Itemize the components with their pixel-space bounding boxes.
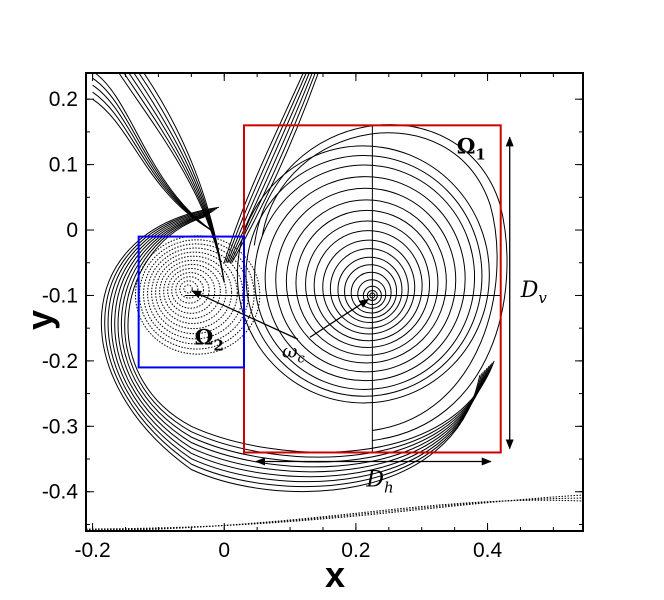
- x-tick-label: 0.2: [341, 539, 370, 562]
- outer-sheet-streamline: [107, 209, 484, 483]
- plot-frame: [85, 72, 584, 532]
- y-axis-title: y: [19, 310, 60, 330]
- y-tick-label: -0.4: [42, 481, 79, 504]
- filament-streamline: [229, 73, 316, 263]
- secondary-ring: [167, 268, 216, 314]
- primary-vortex-crosshair: [184, 125, 501, 453]
- y-axis-ticks: [86, 98, 583, 525]
- primary-outer-streamline: [261, 132, 498, 431]
- filament-streamline: [228, 73, 313, 263]
- secondary-ring: [147, 247, 244, 340]
- filament-streamline: [226, 73, 310, 263]
- vortex-center-inner-marker: [369, 292, 376, 299]
- bottom-wave-streamline: [86, 497, 583, 531]
- primary-ring: [264, 176, 466, 382]
- y-tick-label: -0.3: [42, 415, 78, 438]
- secondary-ring: [183, 284, 193, 294]
- x-tick-label: -0.2: [74, 539, 110, 562]
- omega1-label: Ω1: [457, 133, 486, 163]
- primary-ring: [322, 239, 416, 335]
- x-axis-ticks: [92, 73, 554, 531]
- primary-ring: [275, 187, 457, 373]
- secondary-ring: [143, 243, 250, 345]
- left-filament-streamline: [94, 73, 212, 231]
- primary-ring: [313, 230, 423, 342]
- x-axis-tick-labels: -0.2 0 0.2 0.4: [74, 539, 502, 562]
- left-filament-streamline: [92, 84, 212, 231]
- x-axis-title: x: [325, 554, 345, 595]
- x-tick-label: 0.4: [473, 539, 503, 562]
- bottom-wave-streamline: [86, 499, 583, 531]
- omega2-region-box: [137, 235, 245, 369]
- y-tick-label: 0.1: [49, 154, 78, 177]
- primary-ring: [295, 209, 439, 356]
- dh-label: Dh: [365, 467, 393, 496]
- outer-sheet-streamline: [120, 214, 492, 463]
- primary-ring: [329, 248, 409, 329]
- secondary-ring: [179, 280, 199, 299]
- outer-sheet-streamline: [117, 212, 490, 468]
- omega-c-arrow-secondary: [191, 290, 299, 340]
- outer-sheet-streamline: [110, 210, 486, 478]
- left-filament-streamline: [92, 77, 212, 231]
- primary-ring: [350, 271, 392, 314]
- secondary-ring: [139, 239, 255, 350]
- dv-label: Dv: [520, 278, 548, 307]
- bottom-wave-streamlines: [86, 494, 583, 531]
- primary-ring: [254, 164, 476, 390]
- filament-streamlines: [92, 73, 319, 283]
- left-filament-streamline: [92, 91, 212, 231]
- streamlines: [86, 73, 583, 531]
- filament-streamline: [143, 73, 225, 283]
- outer-sheet-streamline: [127, 216, 495, 453]
- primary-ring: [236, 145, 490, 404]
- secondary-ring: [151, 251, 238, 335]
- outer-sheet-streamline: [114, 211, 488, 473]
- secondary-ring: [171, 272, 210, 309]
- primary-ring: [245, 154, 483, 397]
- primary-vortex-streamlines: [236, 124, 508, 441]
- primary-ring: [357, 279, 387, 309]
- secondary-ring: [163, 263, 221, 319]
- y-tick-label: 0: [66, 219, 78, 242]
- outer-sheet-streamlines: [100, 206, 495, 493]
- filament-streamline: [128, 73, 225, 283]
- secondary-ring: [175, 276, 204, 304]
- primary-ring: [337, 256, 403, 323]
- annotation-arrows: [191, 136, 514, 466]
- primary-outer-streamline: [253, 124, 508, 441]
- omega-c-arrow-primary: [309, 298, 370, 338]
- secondary-ring: [155, 255, 233, 330]
- x-tick-label: 0: [218, 539, 230, 562]
- y-tick-label: 0.2: [49, 88, 78, 111]
- bottom-wave-streamline: [86, 494, 583, 530]
- y-axis-tick-labels: 0.2 0.1 0 -0.1 -0.2 -0.3 -0.4: [42, 88, 79, 504]
- y-tick-label: -0.2: [42, 350, 78, 373]
- y-tick-label: -0.1: [42, 284, 78, 307]
- omega2-label: Ω2: [195, 325, 224, 355]
- primary-ring: [344, 264, 398, 319]
- omega-c-label: ωc: [282, 340, 306, 366]
- filament-streamline: [225, 73, 307, 263]
- left-filament-streamline: [92, 98, 212, 231]
- primary-ring: [285, 199, 447, 364]
- primary-ring: [305, 220, 431, 348]
- vortex-center-marker: [366, 289, 378, 301]
- secondary-ring: [159, 259, 227, 325]
- filament-streamline: [223, 73, 304, 263]
